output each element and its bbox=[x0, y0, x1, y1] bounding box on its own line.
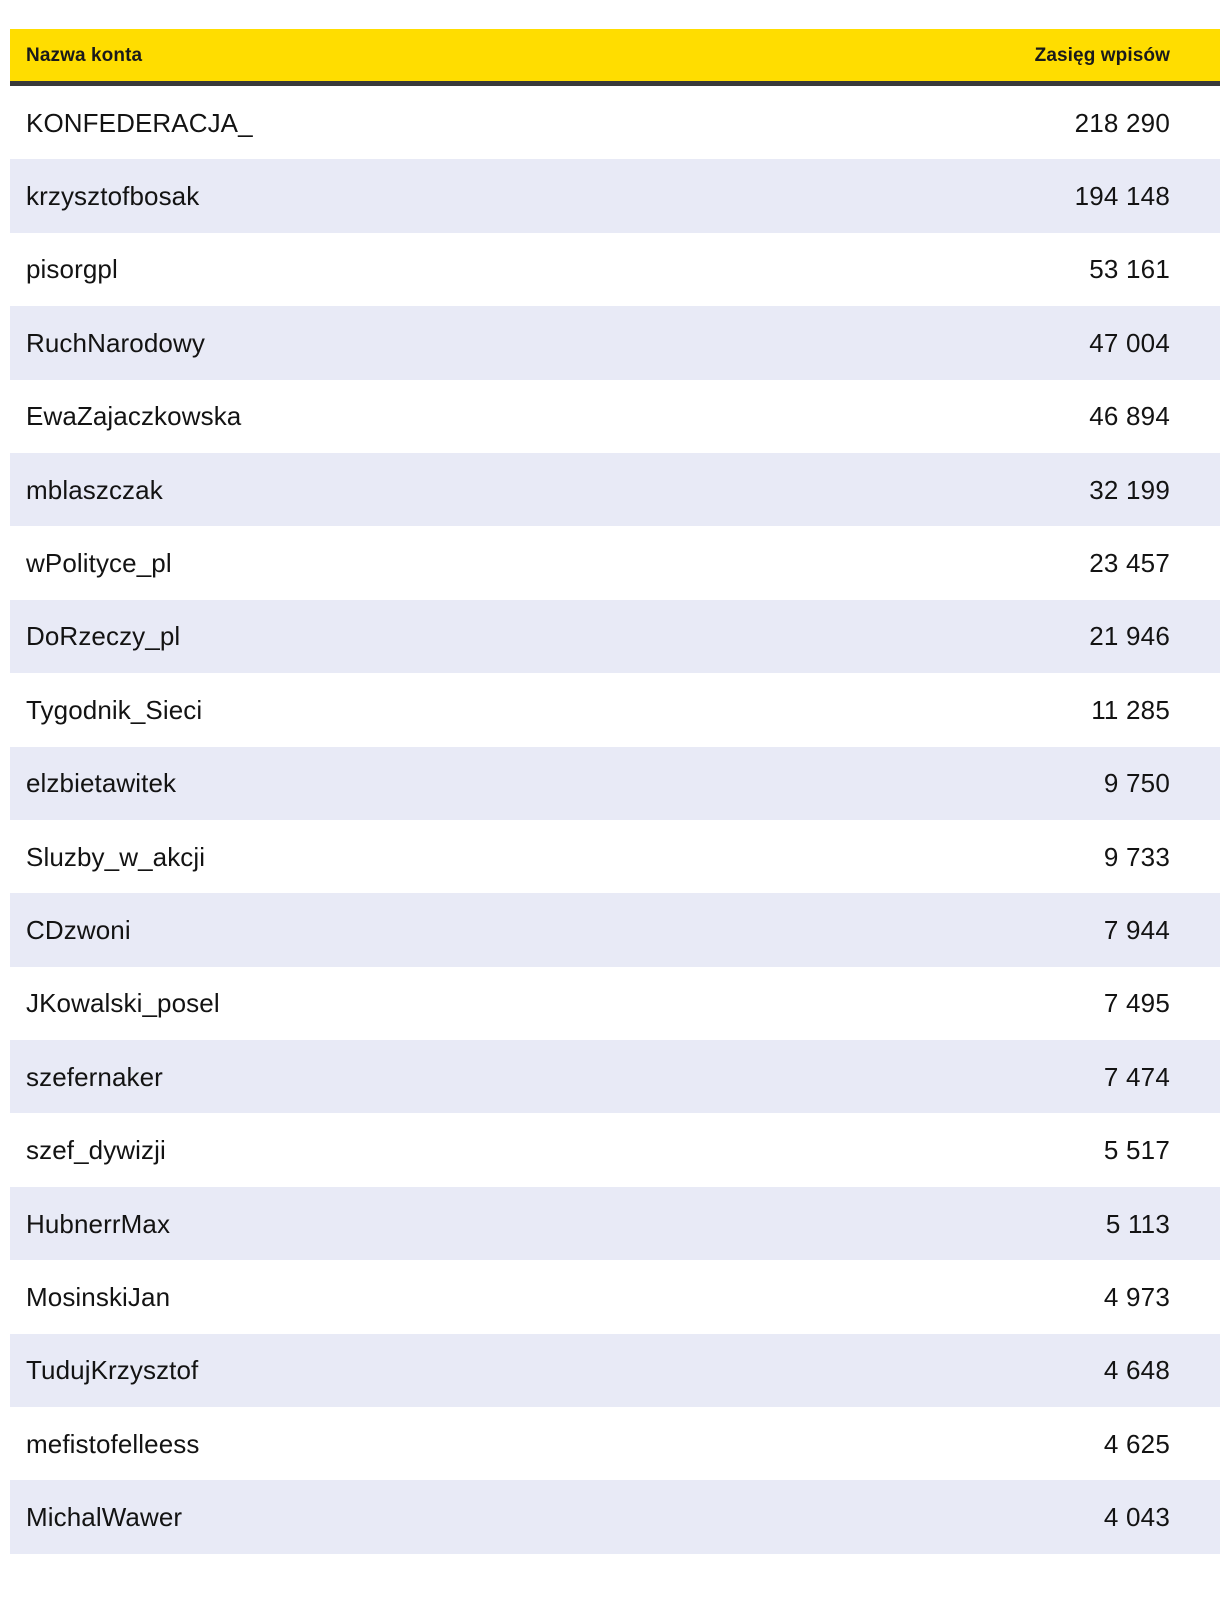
table-row[interactable]: pisorgpl 53 161 bbox=[10, 232, 1220, 307]
cell-account-name: MichalWawer bbox=[26, 1502, 183, 1533]
cell-account-name: wPolityce_pl bbox=[26, 548, 172, 579]
table-row[interactable]: elzbietawitek 9 750 bbox=[10, 746, 1220, 820]
cell-post-reach: 7 495 bbox=[1103, 988, 1170, 1019]
cell-post-reach: 218 290 bbox=[1074, 107, 1170, 138]
table-row[interactable]: KONFEDERACJA_ 218 290 bbox=[10, 86, 1220, 160]
table-row[interactable]: EwaZajaczkowska 46 894 bbox=[10, 379, 1220, 453]
cell-account-name: szef_dywizji bbox=[26, 1135, 166, 1166]
table-row[interactable]: szef_dywizji 5 517 bbox=[10, 1113, 1220, 1187]
cell-account-name: pisorgpl bbox=[26, 254, 118, 285]
cell-account-name: CDzwoni bbox=[26, 914, 131, 945]
cell-account-name: RuchNarodowy bbox=[26, 327, 205, 358]
table-row[interactable]: HubnerrMax 5 113 bbox=[10, 1186, 1220, 1261]
cell-post-reach: 5 113 bbox=[1105, 1208, 1170, 1239]
cell-post-reach: 4 043 bbox=[1103, 1502, 1170, 1533]
cell-account-name: TudujKrzysztof bbox=[26, 1355, 199, 1386]
table-row[interactable]: CDzwoni 7 944 bbox=[10, 893, 1220, 967]
cell-post-reach: 47 004 bbox=[1089, 327, 1170, 358]
table-row[interactable]: mefistofelleess 4 625 bbox=[10, 1407, 1220, 1481]
table-row[interactable]: MichalWawer 4 043 bbox=[10, 1480, 1220, 1554]
cell-post-reach: 9 733 bbox=[1103, 841, 1170, 872]
table-row[interactable]: mblaszczak 32 199 bbox=[10, 452, 1220, 527]
column-header-post-reach: Zasięg wpisów bbox=[1034, 44, 1170, 66]
table-row[interactable]: Tygodnik_Sieci 11 285 bbox=[10, 673, 1220, 747]
cell-post-reach: 4 648 bbox=[1103, 1355, 1170, 1386]
cell-account-name: HubnerrMax bbox=[26, 1208, 171, 1239]
table-row[interactable]: krzysztofbosak 194 148 bbox=[10, 159, 1220, 233]
cell-account-name: mefistofelleess bbox=[26, 1428, 200, 1459]
cell-account-name: KONFEDERACJA_ bbox=[26, 107, 253, 138]
table-row[interactable]: RuchNarodowy 47 004 bbox=[10, 306, 1220, 380]
cell-account-name: MosinskiJan bbox=[26, 1281, 171, 1312]
cell-post-reach: 46 894 bbox=[1089, 401, 1170, 432]
table-header-row: Nazwa konta Zasięg wpisów bbox=[10, 29, 1220, 86]
table-row[interactable]: DoRzeczy_pl 21 946 bbox=[10, 599, 1220, 674]
table-row[interactable]: TudujKrzysztof 4 648 bbox=[10, 1333, 1220, 1408]
cell-post-reach: 4 973 bbox=[1103, 1281, 1170, 1312]
cell-account-name: krzysztofbosak bbox=[26, 181, 200, 212]
table-row[interactable]: MosinskiJan 4 973 bbox=[10, 1260, 1220, 1334]
accounts-reach-table: Nazwa konta Zasięg wpisów KONFEDERACJA_ 2… bbox=[10, 29, 1220, 1554]
cell-account-name: elzbietawitek bbox=[26, 768, 177, 799]
cell-account-name: mblaszczak bbox=[26, 474, 163, 505]
cell-account-name: Sluzby_w_akcji bbox=[26, 841, 206, 872]
cell-post-reach: 11 285 bbox=[1091, 694, 1170, 725]
table-row[interactable]: JKowalski_posel 7 495 bbox=[10, 966, 1220, 1041]
cell-post-reach: 5 517 bbox=[1103, 1135, 1170, 1166]
column-header-account-name: Nazwa konta bbox=[26, 44, 143, 66]
table-row[interactable]: wPolityce_pl 23 457 bbox=[10, 526, 1220, 600]
cell-account-name: DoRzeczy_pl bbox=[26, 621, 181, 652]
table-row[interactable]: szefernaker 7 474 bbox=[10, 1040, 1220, 1114]
table-row[interactable]: Sluzby_w_akcji 9 733 bbox=[10, 819, 1220, 894]
cell-account-name: Tygodnik_Sieci bbox=[26, 694, 203, 725]
cell-post-reach: 23 457 bbox=[1089, 548, 1170, 579]
cell-post-reach: 9 750 bbox=[1103, 768, 1170, 799]
cell-post-reach: 53 161 bbox=[1089, 254, 1170, 285]
cell-post-reach: 7 474 bbox=[1103, 1061, 1170, 1092]
cell-post-reach: 194 148 bbox=[1074, 181, 1170, 212]
cell-post-reach: 32 199 bbox=[1089, 474, 1170, 505]
cell-post-reach: 4 625 bbox=[1103, 1428, 1170, 1459]
cell-post-reach: 21 946 bbox=[1089, 621, 1170, 652]
cell-account-name: EwaZajaczkowska bbox=[26, 401, 242, 432]
cell-account-name: szefernaker bbox=[26, 1061, 163, 1092]
cell-account-name: JKowalski_posel bbox=[26, 988, 220, 1019]
cell-post-reach: 7 944 bbox=[1103, 914, 1170, 945]
table-body: KONFEDERACJA_ 218 290 krzysztofbosak 194 14… bbox=[10, 86, 1220, 1554]
